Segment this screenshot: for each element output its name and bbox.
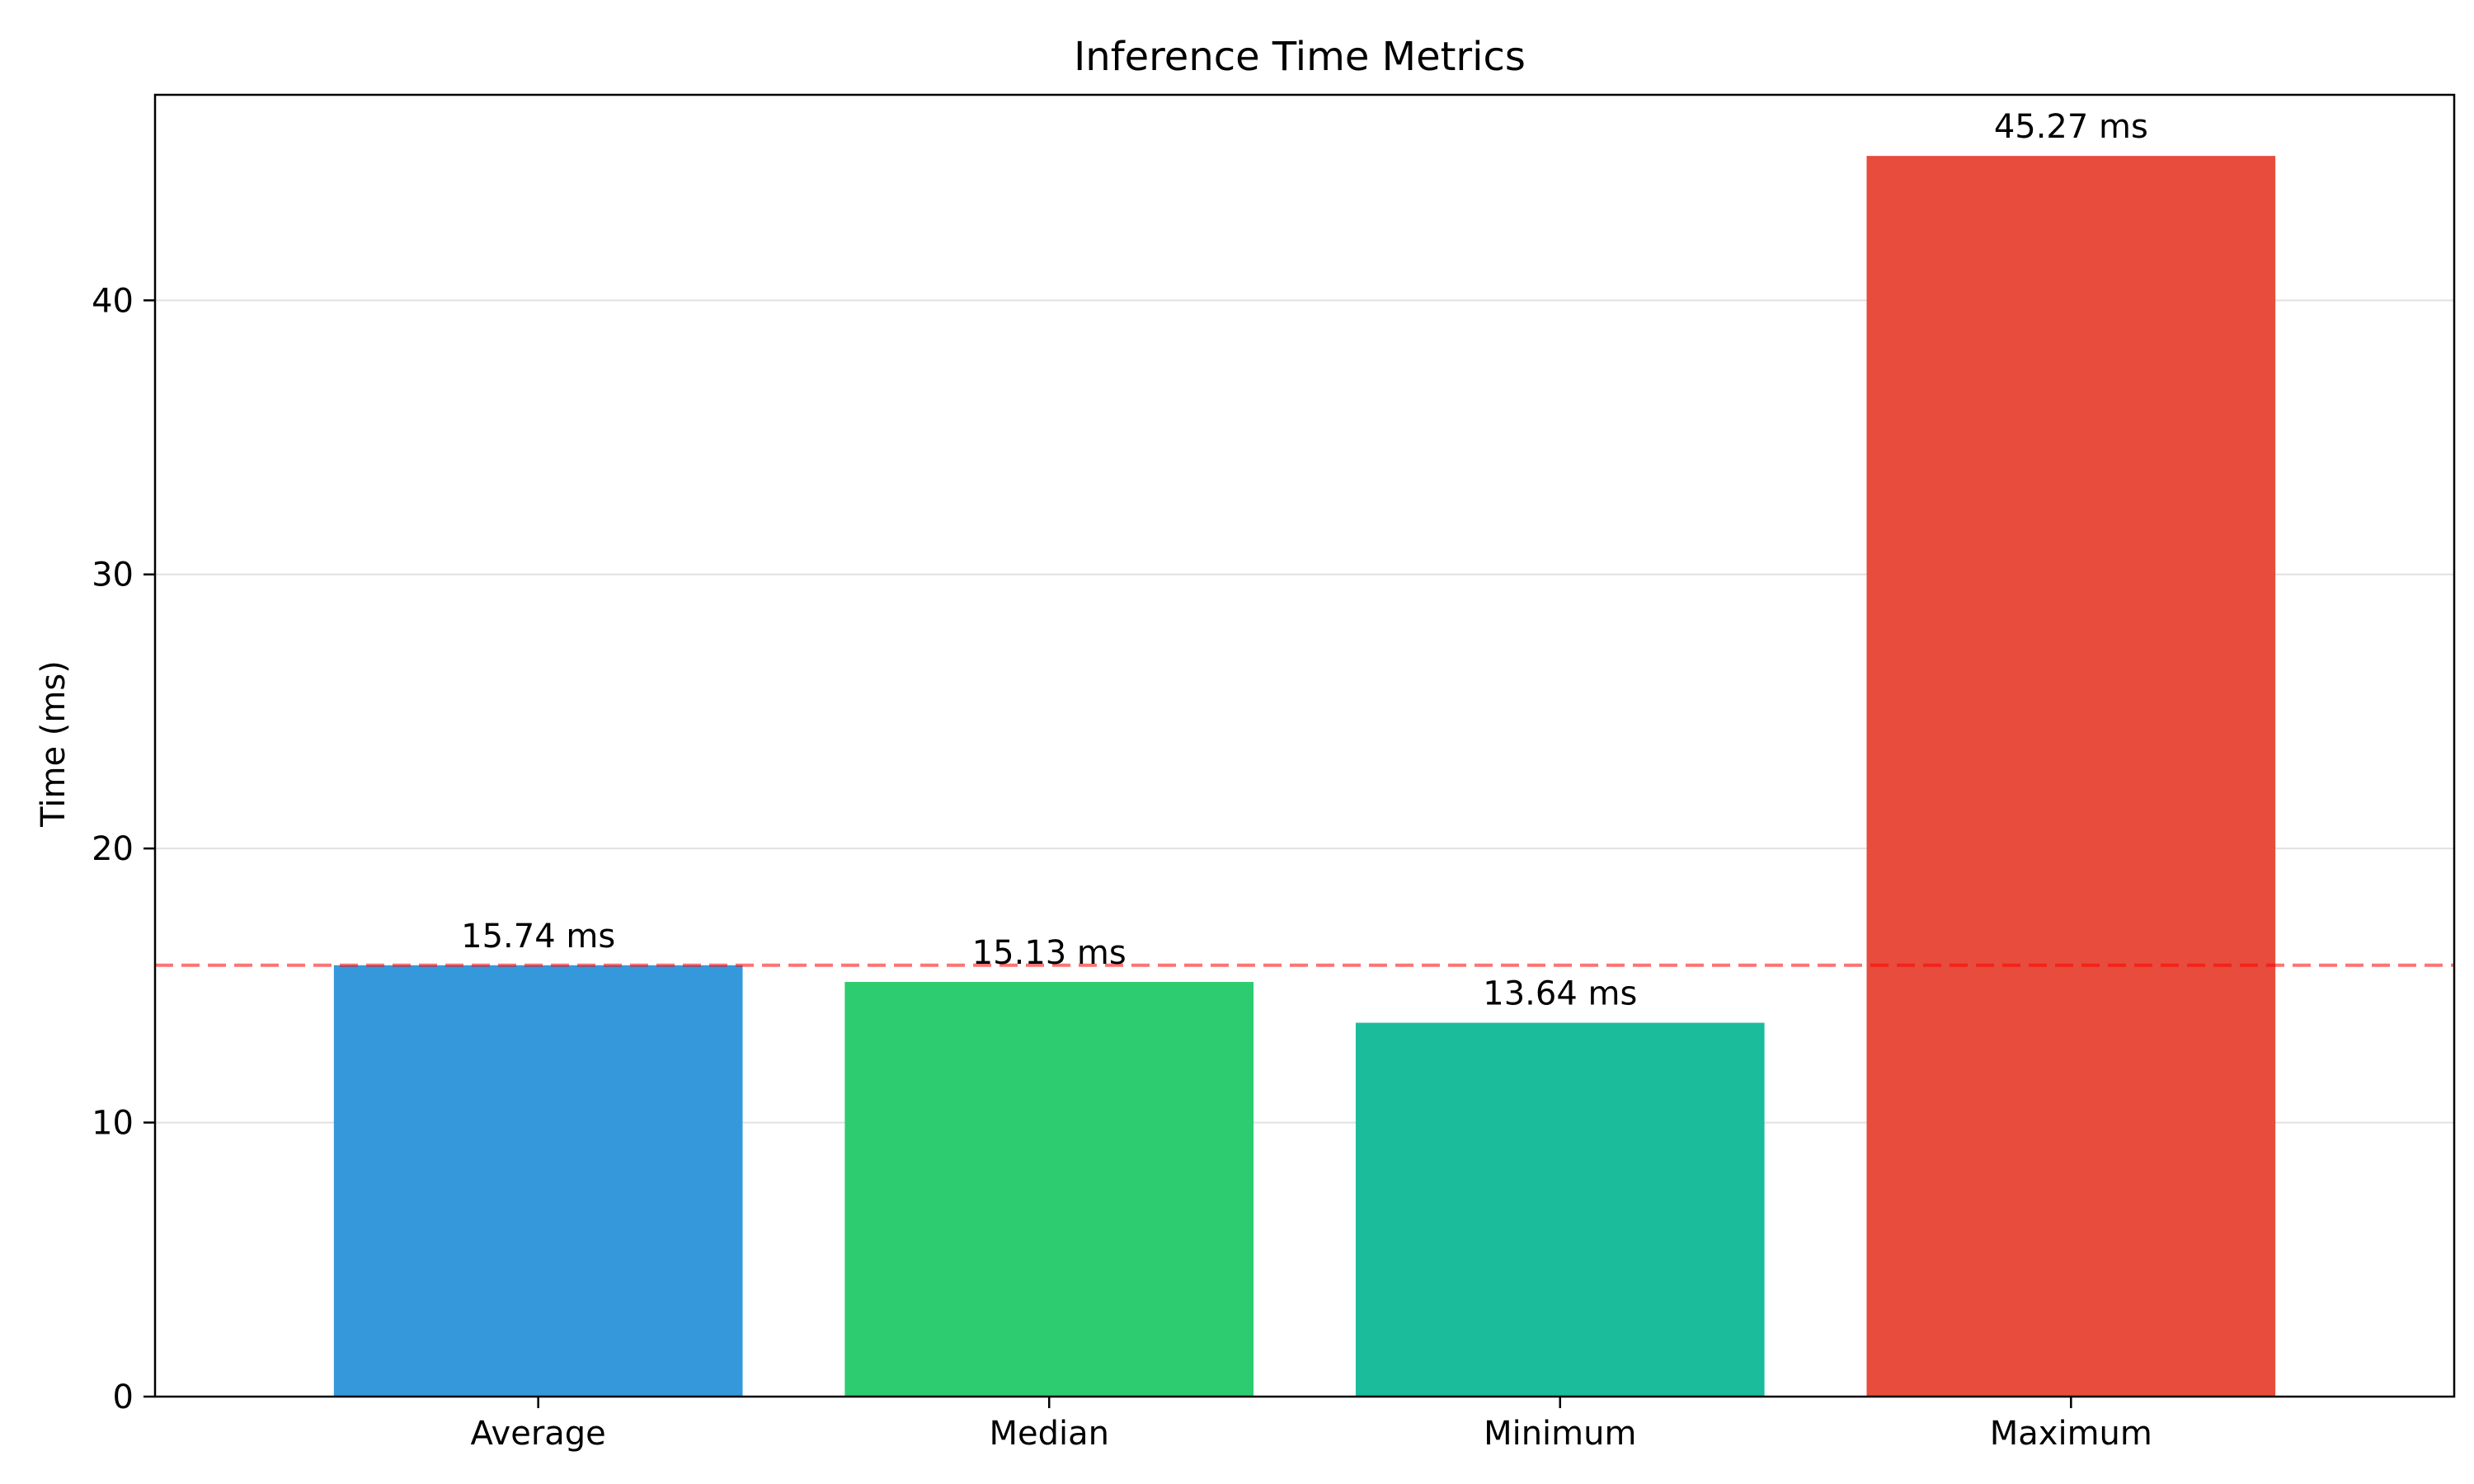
bar-average (333, 965, 743, 1397)
y-tick-label: 40 (92, 282, 134, 320)
x-tick-label-median: Median (989, 1415, 1109, 1453)
chart-title: Inference Time Metrics (1074, 34, 1526, 80)
bar-maximum (1866, 156, 2276, 1397)
x-tick-label-average: Average (471, 1415, 606, 1453)
value-label-maximum: 45.27 ms (1994, 108, 2148, 146)
value-label-median: 15.13 ms (972, 934, 1126, 972)
y-axis-label: Time (ms) (35, 660, 73, 828)
x-tick-label-maximum: Maximum (1990, 1415, 2152, 1453)
x-tick-label-minimum: Minimum (1484, 1415, 1636, 1453)
y-tick-label: 20 (92, 830, 134, 868)
value-label-average: 15.74 ms (461, 918, 615, 956)
y-tick-label: 0 (113, 1378, 134, 1416)
value-label-minimum: 13.64 ms (1483, 975, 1637, 1013)
y-tick-label: 10 (92, 1105, 134, 1143)
plot-frame (153, 93, 2456, 1398)
label-layer: 15.74 ms 15.13 ms 13.64 ms 45.27 ms (461, 108, 2148, 1012)
y-tick-label: 30 (92, 556, 134, 594)
bar-median (844, 982, 1254, 1397)
bar-layer (333, 156, 2276, 1397)
axis-layer: 0 10 20 30 40 Average Median Minimum Maximum (92, 93, 2456, 1453)
bar-minimum (1355, 1022, 1765, 1397)
